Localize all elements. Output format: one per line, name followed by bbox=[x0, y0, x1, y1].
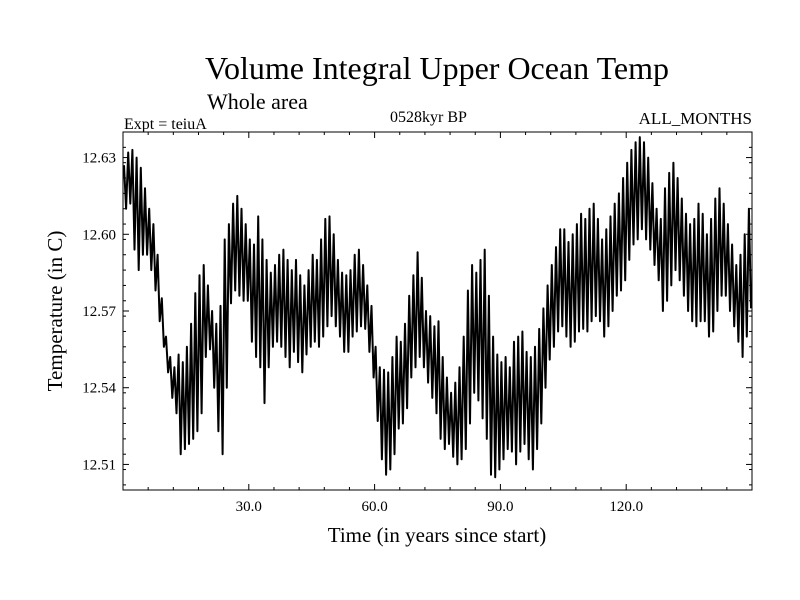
chart-title: Volume Integral Upper Ocean Temp bbox=[205, 50, 669, 86]
y-tick-label: 12.54 bbox=[82, 381, 116, 397]
x-tick-label: 90.0 bbox=[487, 499, 513, 515]
experiment-label: Expt = teiuA bbox=[124, 116, 207, 133]
temperature-series-line bbox=[123, 136, 752, 479]
y-tick-label: 12.57 bbox=[82, 304, 116, 320]
y-axis: 12.51 12.54 12.57 12.60 12.63 bbox=[82, 146, 752, 486]
x-axis-label: Time (in years since start) bbox=[328, 523, 547, 547]
y-tick-label: 12.60 bbox=[82, 227, 116, 243]
plot-area bbox=[122, 131, 753, 491]
y-tick-label: 12.51 bbox=[82, 457, 116, 473]
chart-subtitle: Whole area bbox=[207, 89, 308, 114]
x-tick-label: 120.0 bbox=[609, 499, 643, 515]
plot-frame bbox=[122, 131, 753, 491]
x-tick-label: 30.0 bbox=[236, 499, 262, 515]
months-label: ALL_MONTHS bbox=[639, 109, 752, 128]
y-tick-label: 12.63 bbox=[82, 151, 116, 167]
x-axis: 30.0 60.0 90.0 120.0 bbox=[147, 132, 728, 515]
y-axis-label: Temperature (in C) bbox=[43, 231, 67, 392]
x-tick-label: 60.0 bbox=[361, 499, 387, 515]
period-label: 0528kyr BP bbox=[390, 109, 467, 126]
